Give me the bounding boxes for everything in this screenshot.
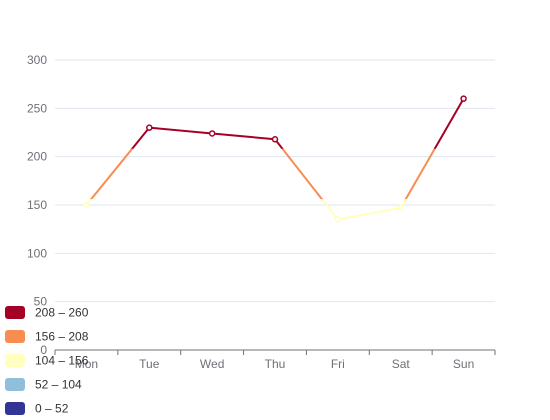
data-point-sat[interactable] <box>397 204 404 212</box>
legend-item-1[interactable]: 156 – 208 <box>5 330 89 344</box>
y-tick-label-50: 50 <box>34 295 48 309</box>
legend-item-0[interactable]: 208 – 260 <box>5 306 89 320</box>
legend-label: 156 – 208 <box>35 330 89 344</box>
x-tick-label-fri: Fri <box>331 357 345 371</box>
legend-label: 52 – 104 <box>35 378 82 392</box>
data-point-fri[interactable] <box>334 216 342 223</box>
x-tick-label-sat: Sat <box>392 357 411 371</box>
data-point-thu[interactable] <box>271 136 279 143</box>
data-point-mon[interactable] <box>83 201 90 209</box>
visual-map-legend: 208 – 260 156 – 208 104 – 156 52 – 104 0 – 5… <box>5 306 89 416</box>
legend-swatch <box>5 354 25 367</box>
y-axis-labels: 0 50 100 150 200 250 300 <box>27 53 47 357</box>
legend-swatch <box>5 402 25 415</box>
y-tick-label-0: 0 <box>40 343 47 357</box>
legend-swatch <box>5 330 25 343</box>
x-tick-label-sun: Sun <box>453 357 474 371</box>
x-tick-label-tue: Tue <box>139 357 160 371</box>
x-tick-label-thu: Thu <box>265 357 286 371</box>
line-segment-band-2 <box>85 199 407 221</box>
y-tick-label-200: 200 <box>27 150 47 164</box>
legend-label: 104 – 156 <box>35 354 89 368</box>
y-tick-label-300: 300 <box>27 53 47 67</box>
x-tick-label-mon: Mon <box>75 357 98 371</box>
data-point-tue[interactable] <box>146 124 153 131</box>
x-axis: Mon Tue Wed Thu Fri Sat Sun <box>54 349 496 371</box>
legend-label: 208 – 260 <box>35 306 89 320</box>
grid-lines <box>55 59 495 303</box>
line-segment-band-0 <box>130 98 465 149</box>
legend-label: 0 – 52 <box>35 402 69 416</box>
y-tick-label-150: 150 <box>27 198 47 212</box>
line-segment-band-3 <box>86 99 463 220</box>
data-point-sun[interactable] <box>460 95 467 102</box>
legend-item-4[interactable]: 0 – 52 <box>5 402 69 416</box>
legend-swatch <box>5 378 25 391</box>
series-line <box>85 98 465 221</box>
legend-swatch <box>5 306 25 319</box>
line-segment-band-4 <box>86 99 463 220</box>
x-tick-label-wed: Wed <box>200 357 224 371</box>
legend-item-2[interactable]: 104 – 156 <box>5 354 89 368</box>
line-segment-band-1 <box>89 148 436 200</box>
y-tick-label-250: 250 <box>27 101 47 115</box>
series-points <box>83 95 467 223</box>
data-point-wed[interactable] <box>208 130 216 137</box>
legend-item-3[interactable]: 52 – 104 <box>5 378 82 392</box>
y-tick-label-100: 100 <box>27 246 47 260</box>
